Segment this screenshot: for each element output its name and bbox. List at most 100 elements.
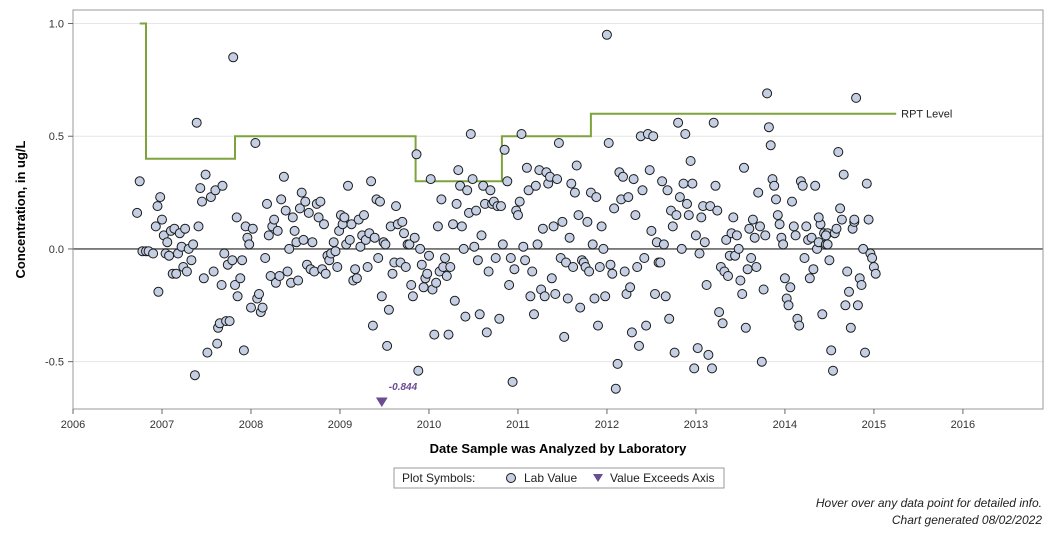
lab-value-point[interactable] (509, 264, 520, 275)
lab-value-point[interactable] (867, 253, 878, 263)
lab-value-point[interactable] (870, 268, 881, 279)
lab-value-point[interactable] (856, 280, 867, 290)
lab-value-point[interactable] (619, 266, 630, 277)
lab-value-point[interactable] (375, 196, 385, 207)
lab-value-point[interactable] (721, 234, 732, 245)
lab-value-point[interactable] (425, 174, 436, 185)
lab-value-point[interactable] (521, 162, 532, 173)
lab-value-point[interactable] (696, 212, 707, 223)
lab-value-point[interactable] (826, 345, 837, 356)
lab-value-point[interactable] (472, 255, 483, 266)
lab-value-point[interactable] (451, 198, 462, 209)
lab-value-point[interactable] (382, 340, 393, 351)
lab-value-point[interactable] (658, 239, 669, 250)
lab-value-point[interactable] (799, 253, 810, 263)
lab-value-point[interactable] (202, 347, 213, 358)
lab-value-point[interactable] (483, 266, 494, 277)
lab-value-point[interactable] (197, 196, 207, 207)
lab-value-point[interactable] (589, 293, 600, 304)
lab-value-point[interactable] (456, 221, 467, 232)
lab-value-point[interactable] (801, 221, 812, 232)
lab-value-point[interactable] (625, 282, 636, 293)
lab-value-point[interactable] (476, 230, 487, 241)
lab-value-point[interactable] (744, 223, 755, 234)
lab-value-point[interactable] (362, 262, 373, 272)
lab-value-point[interactable] (409, 232, 420, 243)
lab-value-point[interactable] (319, 219, 329, 230)
lab-value-point[interactable] (523, 185, 534, 196)
data-points[interactable] (132, 29, 881, 394)
lab-value-point[interactable] (496, 201, 506, 212)
lab-value-point[interactable] (852, 300, 863, 311)
lab-value-point[interactable] (630, 210, 641, 221)
lab-value-point[interactable] (692, 343, 703, 354)
lab-value-point[interactable] (639, 253, 650, 263)
lab-value-point[interactable] (539, 291, 550, 302)
lab-value-point[interactable] (626, 327, 637, 338)
lab-value-point[interactable] (822, 239, 833, 250)
lab-value-point[interactable] (518, 241, 529, 252)
lab-value-point[interactable] (610, 383, 621, 394)
lab-value-point[interactable] (755, 221, 765, 232)
lab-value-point[interactable] (674, 192, 685, 203)
lab-value-point[interactable] (828, 365, 838, 376)
lab-value-point[interactable] (504, 280, 515, 290)
lab-value-point[interactable] (366, 176, 377, 187)
lab-value-point[interactable] (208, 266, 219, 277)
lab-value-point[interactable] (474, 309, 485, 320)
lab-value-point[interactable] (481, 327, 492, 338)
lab-value-point[interactable] (548, 221, 559, 232)
lab-value-point[interactable] (448, 219, 458, 230)
lab-value-point[interactable] (733, 243, 744, 254)
lab-value-point[interactable] (763, 122, 774, 133)
lab-value-point[interactable] (224, 316, 235, 327)
lab-value-point[interactable] (238, 345, 249, 356)
lab-value-point[interactable] (562, 293, 573, 304)
lab-value-point[interactable] (293, 275, 304, 286)
lab-value-point[interactable] (198, 273, 209, 284)
lab-value-point[interactable] (494, 313, 505, 324)
lab-value-point[interactable] (760, 230, 771, 241)
lab-value-point[interactable] (762, 88, 773, 99)
lab-value-point[interactable] (455, 180, 466, 191)
lab-value-point[interactable] (210, 185, 221, 196)
lab-value-point[interactable] (276, 194, 287, 205)
lab-value-point[interactable] (740, 322, 751, 333)
lab-value-point[interactable] (525, 291, 536, 302)
lab-value-point[interactable] (678, 178, 689, 189)
lab-value-point[interactable] (804, 273, 815, 284)
lab-value-point[interactable] (648, 131, 659, 142)
lab-value-point[interactable] (449, 295, 460, 306)
lab-value-point[interactable] (783, 300, 794, 311)
lab-value-point[interactable] (497, 239, 508, 250)
lab-value-point[interactable] (289, 225, 300, 236)
lab-value-point[interactable] (705, 201, 716, 212)
lab-value-point[interactable] (553, 138, 564, 148)
lab-value-point[interactable] (418, 282, 429, 293)
lab-value-point[interactable] (237, 255, 248, 266)
lab-value-point[interactable] (332, 262, 343, 272)
lab-value-point[interactable] (694, 248, 705, 259)
lab-value-point[interactable] (303, 207, 314, 218)
lab-value-point[interactable] (181, 266, 192, 277)
lab-value-point[interactable] (746, 253, 757, 263)
lab-value-point[interactable] (272, 225, 283, 236)
lab-value-point[interactable] (664, 313, 675, 324)
lab-value-point[interactable] (749, 232, 760, 243)
lab-value-point[interactable] (788, 221, 799, 232)
lab-value-point[interactable] (152, 201, 163, 212)
lab-value-point[interactable] (278, 171, 289, 182)
lab-value-point[interactable] (582, 216, 593, 227)
lab-value-point[interactable] (708, 117, 719, 128)
lab-value-point[interactable] (836, 214, 847, 225)
lab-value-point[interactable] (689, 363, 700, 374)
lab-value-point[interactable] (564, 232, 575, 243)
lab-value-point[interactable] (416, 259, 427, 270)
lab-value-point[interactable] (840, 300, 851, 311)
lab-value-point[interactable] (774, 219, 785, 230)
lab-value-point[interactable] (376, 291, 387, 302)
lab-value-point[interactable] (429, 329, 440, 340)
lab-value-point[interactable] (806, 232, 817, 243)
lab-value-point[interactable] (632, 262, 643, 272)
lab-value-point[interactable] (756, 356, 767, 367)
